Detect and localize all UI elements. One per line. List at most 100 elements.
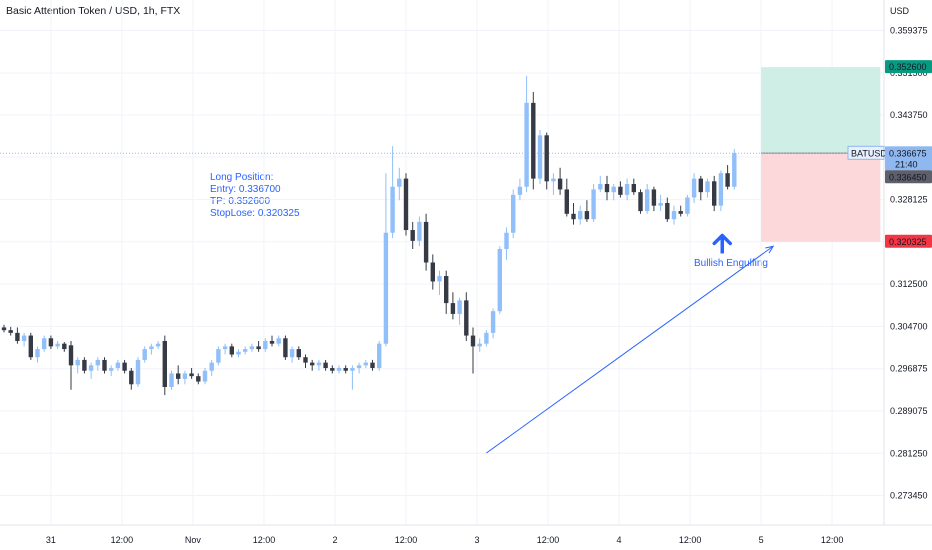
- candle-body: [651, 189, 657, 206]
- annotation-tp: TP: 0.352600: [210, 196, 271, 207]
- position-zones: [0, 67, 884, 242]
- price-axis[interactable]: USD0.3593750.3515000.3437500.3360000.328…: [883, 0, 928, 525]
- annotation-heading: Long Position:: [210, 172, 274, 183]
- y-tick-label: 0.273450: [890, 491, 928, 501]
- candle-body: [316, 362, 322, 366]
- x-tick-label: Nov: [185, 535, 202, 545]
- candle-body: [55, 343, 60, 347]
- candle-body: [383, 232, 389, 344]
- candle-body: [470, 335, 476, 347]
- y-tick-label: 0.304700: [890, 321, 928, 331]
- candle-body: [276, 338, 281, 344]
- candle-body: [283, 338, 288, 358]
- x-tick-label: 12:00: [395, 535, 418, 545]
- candle-body: [202, 370, 208, 382]
- candle-body: [598, 184, 603, 190]
- x-tick-label: 12:00: [537, 535, 560, 545]
- candle-body: [430, 262, 435, 282]
- candle-body: [604, 184, 610, 193]
- candle-body: [28, 335, 33, 358]
- candle-body: [691, 178, 697, 198]
- candle-body: [678, 211, 683, 214]
- candle-body: [524, 102, 529, 187]
- candle-body: [135, 359, 141, 385]
- candle-body: [21, 335, 27, 341]
- candle-body: [216, 349, 221, 363]
- candle-body: [537, 135, 543, 179]
- candle-body: [82, 359, 87, 371]
- candle-body: [410, 230, 415, 241]
- candle-body: [363, 362, 368, 366]
- candle-body: [712, 181, 717, 206]
- candle-body: [450, 303, 456, 314]
- candle-body: [249, 346, 255, 350]
- candle-body: [624, 184, 630, 195]
- candle-body: [243, 349, 248, 352]
- last-price-label: 0.336675: [889, 148, 927, 158]
- candle-body: [8, 330, 13, 333]
- x-tick-label: 12:00: [111, 535, 134, 545]
- candle-body: [511, 194, 516, 233]
- candle-body: [289, 349, 295, 358]
- candle-body: [571, 213, 576, 220]
- candle-body: [182, 373, 188, 379]
- candle-body: [591, 189, 596, 220]
- y-tick-label: 0.312500: [890, 279, 928, 289]
- candle-body: [732, 153, 737, 187]
- candle-body: [189, 373, 194, 377]
- candle-body: [403, 178, 409, 231]
- candle-body: [155, 343, 161, 347]
- candle-body: [95, 359, 100, 366]
- candle-body: [645, 189, 650, 212]
- candle-body: [631, 184, 636, 193]
- profit-zone: [761, 67, 881, 154]
- candle-body: [685, 197, 690, 214]
- time-axis[interactable]: 31 12:00 Nov 12:00 2 12:00 3 12:00 4 12:00 5 12:00: [0, 524, 932, 545]
- candle-body: [705, 181, 710, 193]
- candle-body: [718, 173, 724, 206]
- candle-body: [551, 178, 556, 182]
- candle-body: [1, 327, 7, 331]
- candle-body: [303, 357, 308, 363]
- y-tick-label: 0.343750: [890, 110, 928, 120]
- tp-price-label-bg: [885, 60, 932, 74]
- x-tick-label: 4: [617, 535, 622, 545]
- candle-body: [35, 349, 40, 358]
- candle-body: [725, 173, 730, 187]
- candle-body: [88, 365, 94, 371]
- candle-body: [15, 332, 20, 341]
- x-tick-label: 5: [759, 535, 764, 545]
- long-position-annotation: Long Position: Entry: 0.336700 TP: 0.352…: [210, 172, 300, 220]
- candle-body: [564, 189, 569, 214]
- x-tick-label: 12:00: [253, 535, 276, 545]
- x-tick-label: 12:00: [821, 535, 844, 545]
- candle-body: [263, 340, 268, 350]
- y-tick-label: 0.289075: [890, 406, 928, 416]
- last-price-label-bg: [885, 146, 932, 171]
- candle-body: [229, 346, 234, 355]
- candle-body: [42, 338, 47, 350]
- candle-body: [504, 232, 509, 249]
- candle-body: [517, 186, 523, 195]
- candles: [1, 75, 737, 396]
- candle-body: [417, 221, 422, 241]
- sl-price-label: 0.320325: [889, 237, 927, 247]
- trend-arrow-head: [765, 245, 775, 254]
- candle-body: [75, 359, 80, 366]
- candle-body: [176, 373, 181, 379]
- x-tick-label: 12:00: [679, 535, 702, 545]
- candle-body: [142, 349, 147, 360]
- candle-body: [169, 373, 174, 387]
- candle-body: [531, 102, 536, 179]
- candle-body: [350, 368, 355, 371]
- candle-body: [109, 368, 114, 371]
- candle-body: [397, 178, 402, 187]
- candle-body: [296, 349, 301, 358]
- candle-body: [343, 368, 348, 371]
- annotation-entry: Entry: 0.336700: [210, 184, 281, 195]
- chart-title: Basic Attention Token / USD, 1h, FTX: [6, 5, 181, 17]
- candle-body: [68, 345, 74, 366]
- y-tick-label: 0.281250: [890, 448, 928, 458]
- candle-body: [611, 186, 616, 193]
